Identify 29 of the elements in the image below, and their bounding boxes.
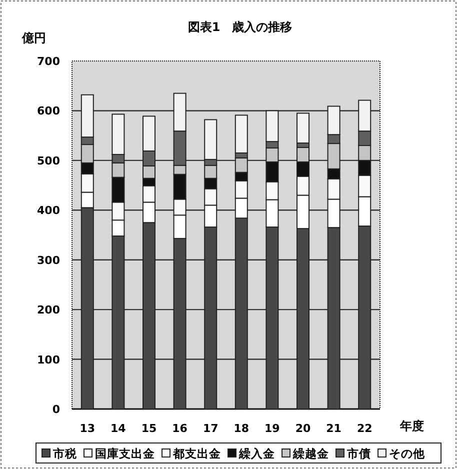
x-tick-label: 13 bbox=[80, 422, 96, 435]
x-tick-label: 19 bbox=[264, 422, 280, 435]
ylabel: 億円 bbox=[22, 31, 46, 45]
y-tick-label: 100 bbox=[37, 353, 60, 366]
x-tick-label: 20 bbox=[295, 422, 311, 435]
legend-label: 都支出金 bbox=[172, 446, 221, 460]
x-tick-label: 21 bbox=[326, 422, 342, 435]
y-tick-label: 700 bbox=[37, 55, 60, 68]
y-tick-label: 500 bbox=[37, 154, 60, 168]
x-tick-label: 15 bbox=[141, 422, 157, 435]
legend-label: 繰入金 bbox=[238, 446, 275, 460]
bar bbox=[296, 112, 310, 144]
title: 図表1 歳入の推移 bbox=[188, 20, 292, 34]
x-tick-label: 17 bbox=[202, 422, 218, 435]
y-tick-label: 300 bbox=[37, 254, 60, 267]
legend-label: その他 bbox=[389, 446, 426, 460]
y-tick-label: 200 bbox=[37, 304, 60, 317]
x-tick-label: 18 bbox=[234, 422, 250, 435]
y-tick-label: 600 bbox=[37, 104, 60, 118]
x-tick-label: 16 bbox=[172, 422, 188, 435]
y-tick-label: 0 bbox=[52, 403, 60, 416]
legend-label: 市税 bbox=[52, 446, 78, 460]
xlabel: 年度 bbox=[400, 419, 424, 433]
y-tick-label: 400 bbox=[37, 204, 60, 218]
legend-label: 国庫支出金 bbox=[95, 446, 155, 460]
legend-label: 市債 bbox=[346, 446, 371, 460]
x-tick-label: 14 bbox=[110, 422, 126, 435]
legend-label: 繰越金 bbox=[292, 446, 329, 460]
x-tick-label: 22 bbox=[356, 422, 372, 435]
